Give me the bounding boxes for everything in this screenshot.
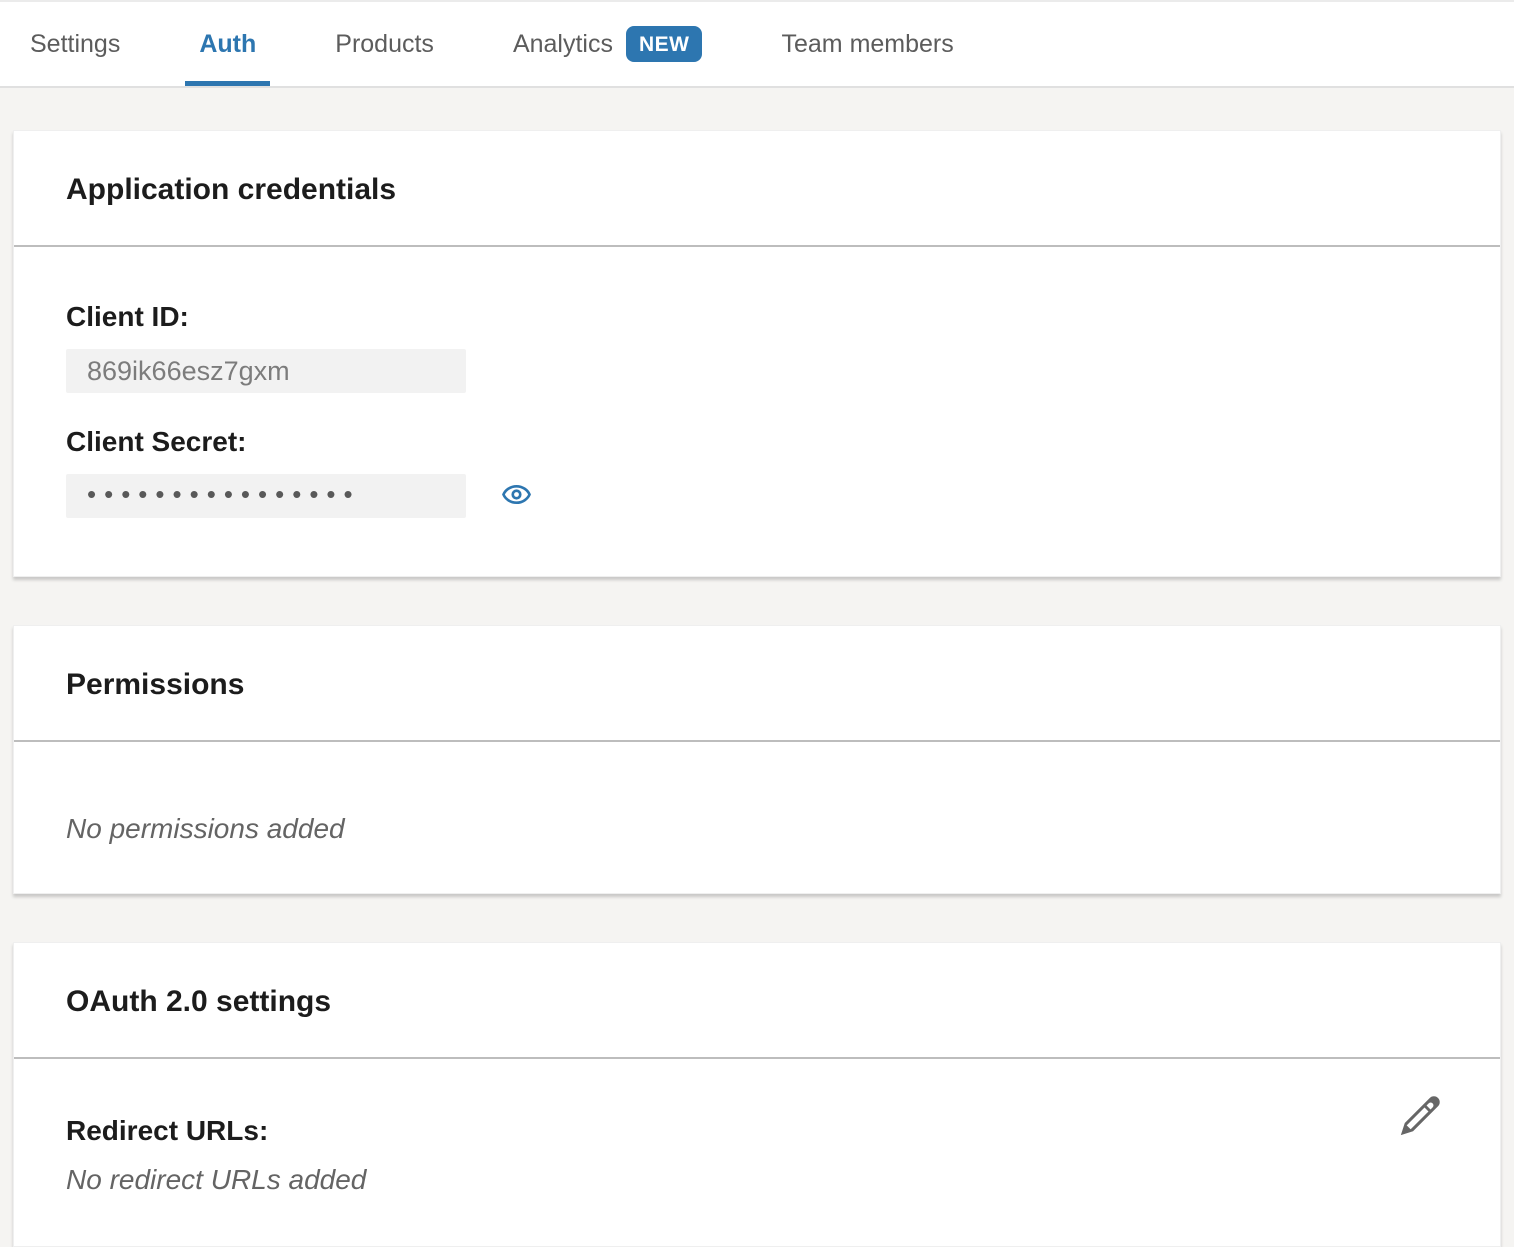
tab-analytics-label: Analytics [512,29,613,58]
oauth-settings-body: Redirect URLs: No redirect URLs added [14,1059,1500,1246]
tab-analytics[interactable]: Analytics NEW [513,2,703,86]
tab-team-members-label: Team members [781,29,954,58]
application-credentials-card: Application credentials Client ID: 869ik… [13,130,1501,577]
application-credentials-header: Application credentials [14,131,1500,245]
oauth-settings-header: OAuth 2.0 settings [14,943,1500,1057]
client-secret-label: Client Secret: [66,426,247,457]
tab-products[interactable]: Products [335,2,434,86]
redirect-urls-label: Redirect URLs: [66,1115,269,1146]
tab-bar: Settings Auth Products Analytics NEW Tea… [0,0,1514,88]
client-secret-row: •••••••••••••••• [66,474,1448,518]
client-secret-field[interactable]: •••••••••••••••• [66,474,466,518]
oauth-settings-title: OAuth 2.0 settings [66,985,332,1018]
card-divider [14,740,1500,742]
permissions-header: Permissions [14,626,1500,740]
new-badge: NEW [625,26,703,62]
permissions-title: Permissions [66,668,245,701]
reveal-secret-button[interactable] [499,479,533,513]
card-divider [14,1057,1500,1059]
edit-redirect-urls-button[interactable] [1396,1093,1444,1141]
pencil-icon [1397,1096,1443,1142]
tab-auth[interactable]: Auth [185,2,271,86]
tab-products-label: Products [335,29,434,58]
client-id-field[interactable]: 869ik66esz7gxm [66,349,466,393]
eye-icon [501,480,532,512]
permissions-card: Permissions No permissions added [13,625,1501,894]
oauth-settings-card: OAuth 2.0 settings Redirect URLs: No red… [13,942,1501,1247]
tab-settings-label: Settings [30,29,121,58]
application-credentials-title: Application credentials [66,173,397,206]
application-credentials-body: Client ID: 869ik66esz7gxm Client Secret:… [14,247,1500,576]
tab-settings[interactable]: Settings [30,2,120,86]
tab-auth-label: Auth [199,29,257,58]
card-divider [14,245,1500,247]
redirect-urls-empty-text: No redirect URLs added [66,1164,367,1195]
permissions-empty-text: No permissions added [66,813,345,844]
client-id-label: Client ID: [66,301,189,332]
permissions-body: No permissions added [14,742,1500,893]
main-content: Application credentials Client ID: 869ik… [0,130,1514,1247]
tab-team-members[interactable]: Team members [781,2,953,86]
spacer [66,393,1448,425]
